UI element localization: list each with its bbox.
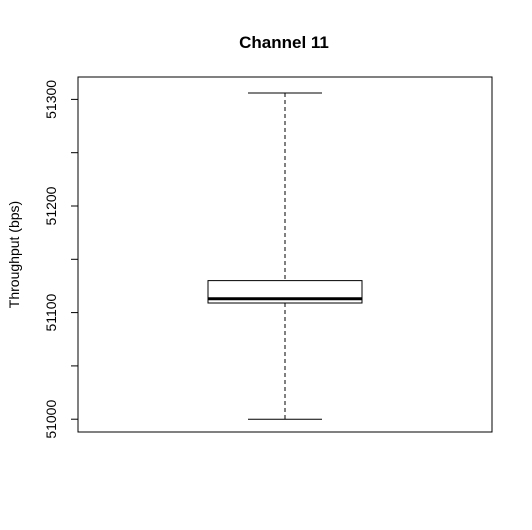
y-tick-label: 51000 [43, 400, 59, 439]
box-series [207, 92, 363, 420]
y-tick-label: 51300 [43, 80, 59, 119]
y-tick-label: 51200 [43, 186, 59, 225]
y-tick-label: 51100 [43, 293, 59, 331]
y-axis-ticks: 51000 51100 51200 51300 [43, 80, 78, 439]
chart-title: Channel 11 [239, 33, 329, 52]
y-axis-label: Throughput (bps) [6, 201, 22, 308]
